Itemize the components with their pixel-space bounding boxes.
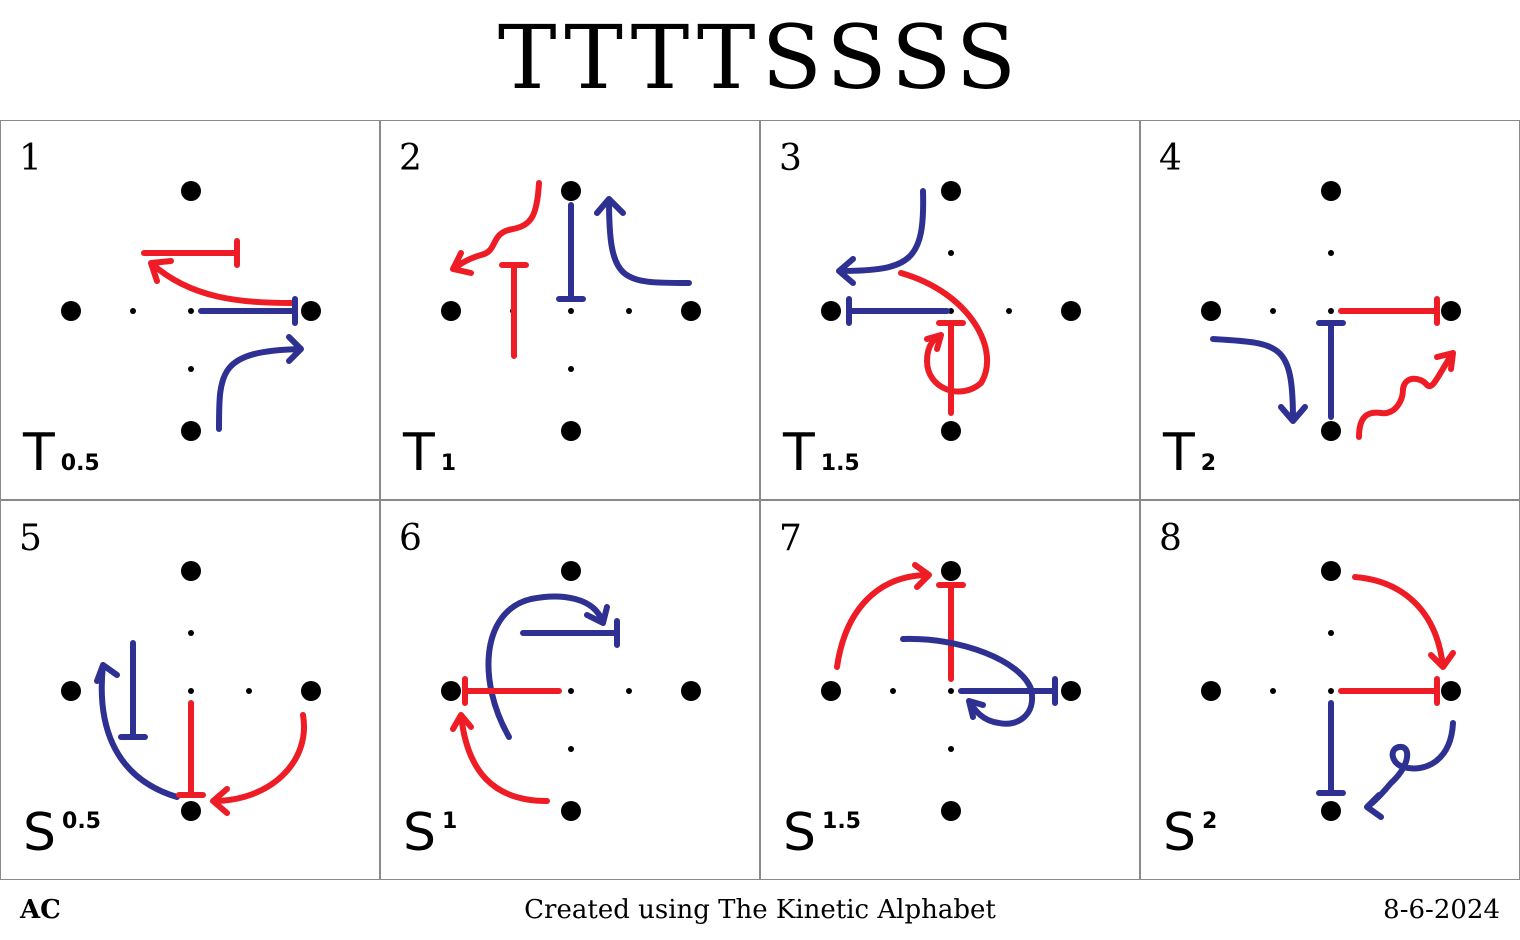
blue-stop-bar: [1319, 703, 1343, 793]
blue-stop-bar: [121, 643, 145, 737]
cell-number: 3: [779, 139, 802, 179]
cell-number: 7: [779, 519, 802, 559]
red-stop-bar: [465, 679, 559, 703]
red-arrow: [213, 715, 304, 813]
notation-letter: T: [23, 423, 55, 483]
blue-loop-arrow: [903, 639, 1032, 724]
diagram-cell-3: 3 T 1.5: [760, 120, 1140, 500]
notation-letter: T: [783, 423, 815, 483]
notation-index: 2: [1202, 809, 1217, 834]
red-arrow: [453, 715, 547, 801]
notation-index: 0.5: [62, 809, 101, 834]
red-stop-bar: [179, 703, 203, 795]
blue-arrow: [97, 665, 177, 797]
notation-index: 1.5: [822, 809, 861, 834]
notation-index: 0.5: [61, 451, 100, 476]
cell-notation: S 1.5: [783, 803, 861, 874]
notation-letter: S: [23, 803, 56, 863]
red-arrow: [1355, 577, 1453, 667]
blue-arrow: [1213, 339, 1305, 421]
blue-stop-bar: [961, 679, 1055, 703]
blue-stop-bar: [1319, 323, 1343, 417]
diagram-cell-1: 1 T 0.5: [0, 120, 380, 500]
notation-index: 2: [1201, 451, 1216, 476]
red-arrow: [837, 565, 929, 667]
notation-letter: S: [403, 803, 436, 863]
diagram-cell-5: 5 S 0.5: [0, 500, 380, 880]
page-title: TTTTSSSS: [0, 8, 1520, 108]
red-arrow: [151, 261, 293, 303]
footer-credit: Created using The Kinetic Alphabet: [0, 892, 1520, 928]
cell-number: 8: [1159, 519, 1182, 559]
notation-index: 1.5: [821, 451, 860, 476]
blue-stop-bar: [849, 299, 947, 323]
cell-number: 6: [399, 519, 422, 559]
notation-index: 1: [441, 451, 456, 476]
red-stop-bar: [1341, 679, 1437, 703]
red-wavy-arrow: [1359, 353, 1453, 437]
blue-arrow: [597, 199, 689, 283]
red-stop-bar: [939, 585, 963, 679]
red-wavy-arrow: [453, 183, 539, 273]
footer-date: 8-6-2024: [1383, 892, 1500, 928]
blue-loop-arrow: [1367, 723, 1453, 817]
red-loop-arrow: [901, 273, 987, 392]
blue-arrow: [219, 337, 301, 429]
cell-number: 1: [19, 139, 42, 179]
cell-notation: S 0.5: [23, 803, 101, 874]
red-stop-bar: [502, 265, 526, 356]
cell-number: 5: [19, 519, 42, 559]
notation-letter: T: [1163, 423, 1195, 483]
notation-index: 1: [442, 809, 457, 834]
notation-letter: T: [403, 423, 435, 483]
red-stop-bar: [1341, 299, 1437, 323]
cell-number: 4: [1159, 139, 1182, 179]
notation-letter: S: [783, 803, 816, 863]
cell-notation: T 1.5: [783, 423, 860, 494]
blue-arch-arrow: [488, 597, 607, 737]
cell-number: 2: [399, 139, 422, 179]
blue-stop-bar: [559, 205, 583, 299]
diagram-cell-7: 7 S 1.5: [760, 500, 1140, 880]
blue-arrow: [839, 191, 923, 283]
notation-letter: S: [1163, 803, 1196, 863]
cell-notation: T 0.5: [23, 423, 100, 494]
